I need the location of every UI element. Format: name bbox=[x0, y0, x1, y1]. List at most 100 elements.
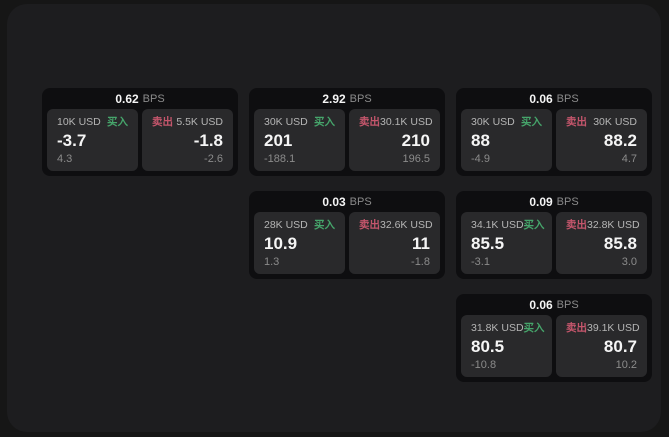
sell-price: 210 bbox=[401, 131, 430, 150]
sell-side-label: 卖出 bbox=[359, 219, 380, 231]
buy-change: -4.9 bbox=[471, 153, 490, 165]
bps-spread-value: 0.09 bbox=[529, 194, 553, 209]
sell-price: 88.2 bbox=[603, 131, 637, 150]
sell-side-label: 卖出 bbox=[566, 322, 587, 334]
buy-amount: 34.1K USD bbox=[471, 219, 524, 231]
buy-panel-header: 10K USD 买入 bbox=[57, 116, 128, 128]
buy-panel-header: 30K USD 买入 bbox=[471, 116, 542, 128]
buy-side-label: 买入 bbox=[521, 116, 542, 128]
quote-cards-grid: 0.62 BPS 10K USD 买入 -3.7 4.3 卖出 5.5K USD… bbox=[42, 88, 652, 382]
sell-price: 11 bbox=[412, 234, 430, 253]
buy-price: 80.5 bbox=[471, 337, 505, 356]
buy-change: 1.3 bbox=[264, 256, 280, 268]
buy-quote-panel[interactable]: 34.1K USD 买入 85.5 -3.1 bbox=[461, 212, 552, 274]
buy-side-label: 买入 bbox=[523, 219, 545, 231]
sell-amount: 5.5K USD bbox=[176, 116, 223, 128]
card-header: 2.92 BPS bbox=[249, 88, 445, 109]
quote-card: 0.03 BPS 28K USD 买入 10.9 1.3 卖出 32.6K US… bbox=[249, 191, 445, 279]
buy-amount: 30K USD bbox=[471, 116, 515, 128]
sell-amount: 30.1K USD bbox=[380, 116, 433, 128]
quote-card: 0.09 BPS 34.1K USD 买入 85.5 -3.1 卖出 32.8K… bbox=[456, 191, 652, 279]
card-header: 0.09 BPS bbox=[456, 191, 652, 212]
sell-panel-header: 卖出 32.6K USD bbox=[359, 219, 433, 231]
buy-change: 4.3 bbox=[57, 153, 73, 165]
quote-card: 0.06 BPS 31.8K USD 买入 80.5 -10.8 卖出 39.1… bbox=[456, 294, 652, 382]
buy-change: -3.1 bbox=[471, 256, 490, 268]
sell-amount: 30K USD bbox=[593, 116, 637, 128]
buy-price: 10.9 bbox=[264, 234, 298, 253]
sell-quote-panel[interactable]: 卖出 30.1K USD 210 196.5 bbox=[349, 109, 440, 171]
sell-quote-panel[interactable]: 卖出 32.6K USD 11 -1.8 bbox=[349, 212, 440, 274]
buy-side-label: 买入 bbox=[314, 219, 335, 231]
buy-side-label: 买入 bbox=[523, 322, 545, 334]
sell-side-label: 卖出 bbox=[359, 116, 380, 128]
sell-quote-panel[interactable]: 卖出 39.1K USD 80.7 10.2 bbox=[556, 315, 647, 377]
buy-quote-panel[interactable]: 10K USD 买入 -3.7 4.3 bbox=[47, 109, 138, 171]
sell-side-label: 卖出 bbox=[566, 116, 587, 128]
card-body: 30K USD 买入 201 -188.1 卖出 30.1K USD 210 1… bbox=[249, 109, 445, 176]
bps-spread-value: 0.06 bbox=[529, 91, 553, 106]
bps-unit-label: BPS bbox=[556, 92, 579, 105]
bps-unit-label: BPS bbox=[349, 92, 372, 105]
sell-price: -1.8 bbox=[193, 131, 223, 150]
bps-unit-label: BPS bbox=[142, 92, 165, 105]
bps-unit-label: BPS bbox=[556, 298, 579, 311]
sell-panel-header: 卖出 30.1K USD bbox=[359, 116, 433, 128]
card-header: 0.06 BPS bbox=[456, 294, 652, 315]
bps-unit-label: BPS bbox=[556, 195, 579, 208]
sell-price: 80.7 bbox=[603, 337, 637, 356]
buy-quote-panel[interactable]: 30K USD 买入 201 -188.1 bbox=[254, 109, 345, 171]
quote-card: 0.62 BPS 10K USD 买入 -3.7 4.3 卖出 5.5K USD… bbox=[42, 88, 238, 176]
sell-side-label: 卖出 bbox=[566, 219, 587, 231]
buy-side-label: 买入 bbox=[314, 116, 335, 128]
buy-amount: 31.8K USD bbox=[471, 322, 524, 334]
sell-change: 196.5 bbox=[402, 153, 430, 165]
buy-panel-header: 31.8K USD 买入 bbox=[471, 322, 545, 334]
buy-quote-panel[interactable]: 30K USD 买入 88 -4.9 bbox=[461, 109, 552, 171]
sell-amount: 32.6K USD bbox=[380, 219, 433, 231]
card-header: 0.62 BPS bbox=[42, 88, 238, 109]
card-body: 34.1K USD 买入 85.5 -3.1 卖出 32.8K USD 85.8… bbox=[456, 212, 652, 279]
card-header: 0.03 BPS bbox=[249, 191, 445, 212]
sell-quote-panel[interactable]: 卖出 30K USD 88.2 4.7 bbox=[556, 109, 647, 171]
buy-price: -3.7 bbox=[57, 131, 87, 150]
sell-quote-panel[interactable]: 卖出 32.8K USD 85.8 3.0 bbox=[556, 212, 647, 274]
sell-panel-header: 卖出 5.5K USD bbox=[152, 116, 223, 128]
sell-panel-header: 卖出 32.8K USD bbox=[566, 219, 640, 231]
buy-price: 88 bbox=[471, 131, 490, 150]
bps-unit-label: BPS bbox=[349, 195, 372, 208]
buy-quote-panel[interactable]: 28K USD 买入 10.9 1.3 bbox=[254, 212, 345, 274]
sell-change: 4.7 bbox=[621, 153, 637, 165]
buy-amount: 28K USD bbox=[264, 219, 308, 231]
buy-price: 201 bbox=[264, 131, 293, 150]
buy-price: 85.5 bbox=[471, 234, 505, 253]
buy-amount: 30K USD bbox=[264, 116, 308, 128]
card-body: 10K USD 买入 -3.7 4.3 卖出 5.5K USD -1.8 -2.… bbox=[42, 109, 238, 176]
sell-change: -2.6 bbox=[204, 153, 223, 165]
buy-panel-header: 34.1K USD 买入 bbox=[471, 219, 545, 231]
buy-change: -188.1 bbox=[264, 153, 296, 165]
quote-card: 0.06 BPS 30K USD 买入 88 -4.9 卖出 30K USD 8… bbox=[456, 88, 652, 176]
bps-spread-value: 0.06 bbox=[529, 297, 553, 312]
sell-amount: 32.8K USD bbox=[587, 219, 640, 231]
sell-change: 10.2 bbox=[615, 359, 637, 371]
buy-quote-panel[interactable]: 31.8K USD 买入 80.5 -10.8 bbox=[461, 315, 552, 377]
card-body: 30K USD 买入 88 -4.9 卖出 30K USD 88.2 4.7 bbox=[456, 109, 652, 176]
card-body: 31.8K USD 买入 80.5 -10.8 卖出 39.1K USD 80.… bbox=[456, 315, 652, 382]
bps-spread-value: 0.03 bbox=[322, 194, 346, 209]
sell-quote-panel[interactable]: 卖出 5.5K USD -1.8 -2.6 bbox=[142, 109, 233, 171]
buy-side-label: 买入 bbox=[107, 116, 128, 128]
sell-change: -1.8 bbox=[411, 256, 430, 268]
sell-amount: 39.1K USD bbox=[587, 322, 640, 334]
buy-change: -10.8 bbox=[471, 359, 497, 371]
bps-spread-value: 2.92 bbox=[322, 91, 346, 106]
sell-price: 85.8 bbox=[603, 234, 637, 253]
buy-panel-header: 28K USD 买入 bbox=[264, 219, 335, 231]
sell-change: 3.0 bbox=[621, 256, 637, 268]
quotes-panel: 0.62 BPS 10K USD 买入 -3.7 4.3 卖出 5.5K USD… bbox=[7, 4, 661, 432]
buy-amount: 10K USD bbox=[57, 116, 101, 128]
quote-card: 2.92 BPS 30K USD 买入 201 -188.1 卖出 30.1K … bbox=[249, 88, 445, 176]
sell-panel-header: 卖出 30K USD bbox=[566, 116, 637, 128]
card-body: 28K USD 买入 10.9 1.3 卖出 32.6K USD 11 -1.8 bbox=[249, 212, 445, 279]
bps-spread-value: 0.62 bbox=[115, 91, 139, 106]
